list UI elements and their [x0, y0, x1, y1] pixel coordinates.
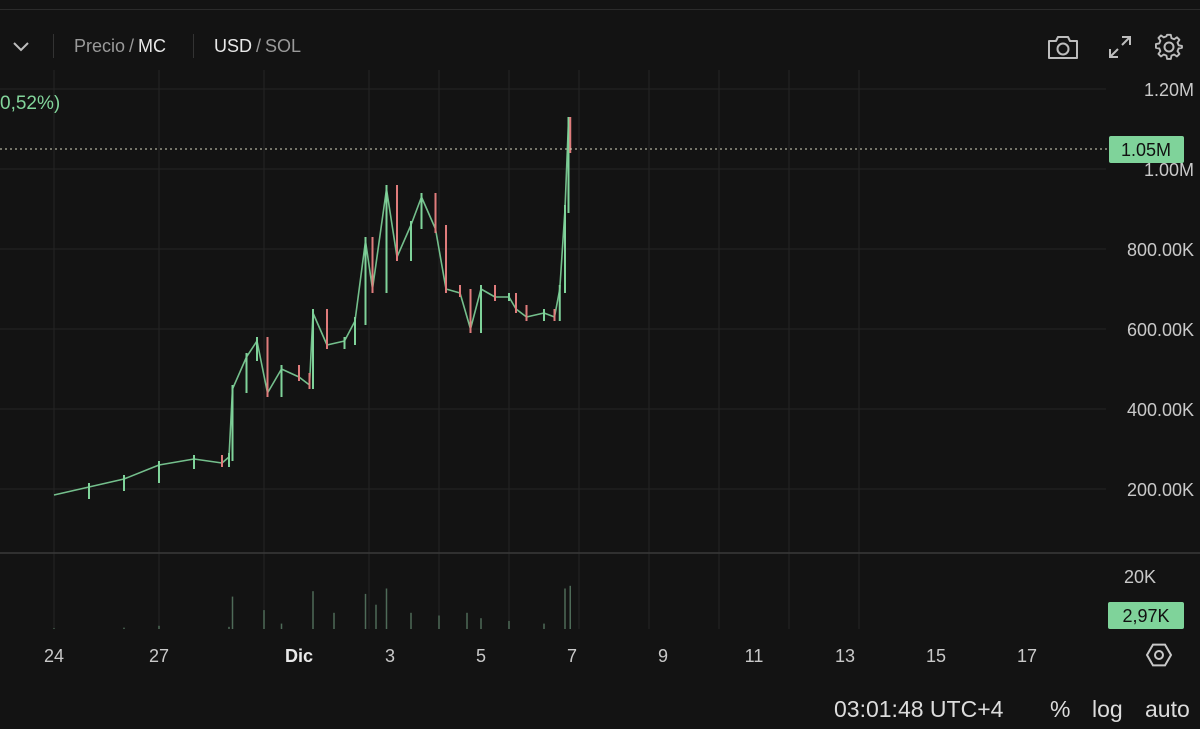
- gear-icon: [1155, 33, 1183, 60]
- time-axis-tick: 17: [1017, 646, 1037, 666]
- fullscreen-button[interactable]: [1103, 30, 1137, 64]
- current-volume-label: 2,97K: [1122, 606, 1169, 626]
- time-axis-tick: 3: [385, 646, 395, 666]
- axis-settings-icon[interactable]: [1145, 643, 1173, 667]
- change-percent: 0,52%): [0, 93, 61, 114]
- price-axis-tick: 1.20M: [1144, 80, 1194, 100]
- currency-toggle[interactable]: USD / SOL: [214, 22, 301, 70]
- chevron-down-icon: [13, 42, 29, 52]
- slash-separator: /: [129, 35, 135, 56]
- price-series-line[interactable]: [53, 120, 572, 496]
- sol-option[interactable]: SOL: [265, 35, 302, 56]
- time-axis-tick: 5: [476, 646, 486, 666]
- current-price-badge: [1109, 136, 1184, 163]
- market-cap-chart[interactable]: 1.20M 1.00M 800.00K 600.00K 400.00K 200.00K 1.…: [0, 70, 1200, 729]
- time-axis-tick: Dic: [285, 646, 313, 666]
- percent-scale-toggle[interactable]: %: [1050, 696, 1071, 722]
- expand-icon: [1109, 36, 1131, 58]
- price-axis-tick: 400.00K: [1127, 400, 1194, 420]
- volume-axis-tick: 20K: [1124, 567, 1156, 587]
- collapse-toggle[interactable]: [8, 22, 34, 70]
- time-axis-tick: 27: [149, 646, 169, 666]
- current-price-label: 1.05M: [1121, 140, 1171, 160]
- top-divider: [0, 9, 1200, 10]
- chart-toolbar: Precio / MC USD / SOL: [0, 22, 1200, 70]
- slash-separator: /: [256, 35, 262, 56]
- price-axis-tick: 1.00M: [1144, 160, 1194, 180]
- price-option[interactable]: Precio: [74, 35, 126, 56]
- camera-icon: [1048, 36, 1078, 59]
- toolbar-separator: [53, 34, 54, 58]
- log-scale-toggle[interactable]: log: [1092, 696, 1123, 722]
- price-axis-tick: 200.00K: [1127, 480, 1194, 500]
- time-axis-tick: 7: [567, 646, 577, 666]
- settings-button[interactable]: [1152, 30, 1186, 64]
- mc-option[interactable]: MC: [138, 35, 167, 56]
- time-axis-tick: 11: [745, 646, 764, 666]
- auto-scale-toggle[interactable]: auto: [1145, 696, 1190, 722]
- axis-settings-icon-center: [1154, 650, 1164, 660]
- usd-option[interactable]: USD: [214, 35, 253, 56]
- current-volume-badge: [1108, 602, 1184, 629]
- price-axis-tick: 600.00K: [1127, 320, 1194, 340]
- toolbar-separator: [193, 34, 194, 58]
- time-axis-tick: 24: [44, 646, 64, 666]
- time-axis-tick: 9: [658, 646, 668, 666]
- price-mc-toggle[interactable]: Precio / MC: [74, 22, 166, 70]
- clock-timezone[interactable]: 03:01:48 UTC+4: [834, 696, 1004, 722]
- time-axis-tick: 13: [835, 646, 855, 666]
- time-axis-tick: 15: [926, 646, 946, 666]
- price-axis-tick: 800.00K: [1127, 240, 1194, 260]
- screenshot-button[interactable]: [1046, 30, 1080, 64]
